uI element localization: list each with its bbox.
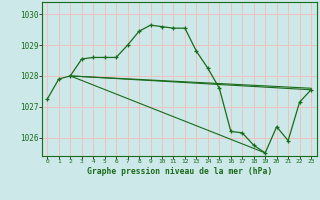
X-axis label: Graphe pression niveau de la mer (hPa): Graphe pression niveau de la mer (hPa) — [87, 167, 272, 176]
